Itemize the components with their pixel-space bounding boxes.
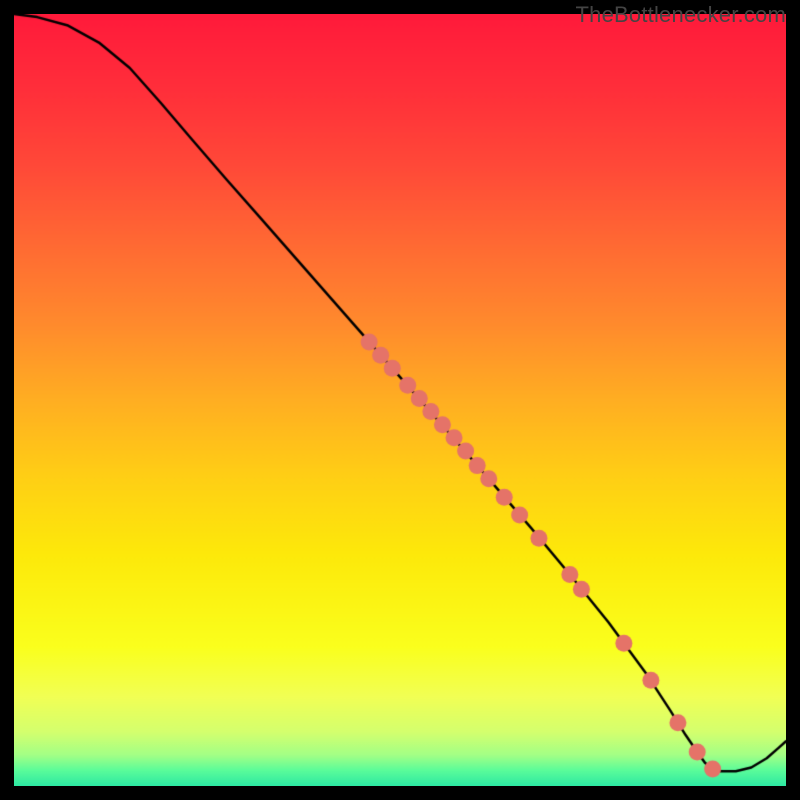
plot-area: [14, 14, 786, 786]
chart-stage: TheBottlenecker.com: [0, 0, 800, 800]
chart-canvas: [14, 14, 786, 786]
watermark-text: TheBottlenecker.com: [576, 2, 786, 28]
